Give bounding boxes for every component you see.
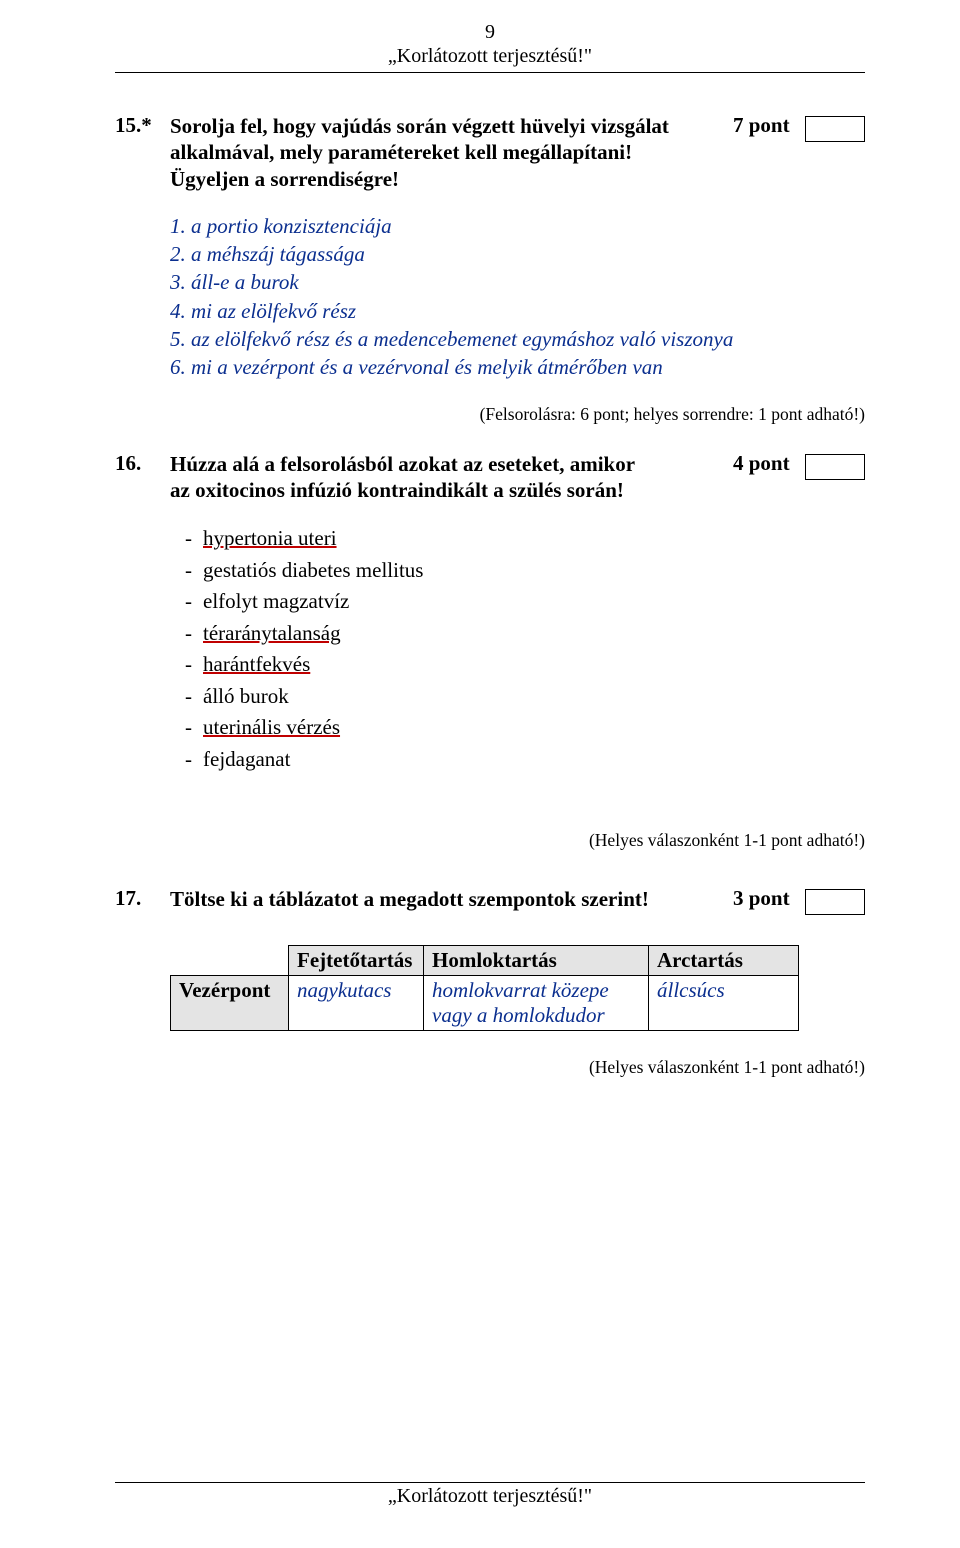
question-16-line1: Húzza alá a felsorolásból azokat az eset…	[170, 452, 635, 476]
table-header-2: Homloktartás	[424, 946, 649, 976]
question-16-scorebox	[805, 454, 865, 480]
q15-answer-3: 3. áll-e a burok	[170, 268, 865, 296]
question-17-table: Fejtetőtartás Homloktartás Arctartás Vez…	[170, 945, 799, 1031]
list-item-text: fejdaganat	[203, 744, 290, 776]
question-15-number: 15.*	[115, 113, 170, 138]
list-item: -téraránytalanság	[185, 618, 865, 650]
footer-rule	[115, 1482, 865, 1483]
list-item: -álló burok	[185, 681, 865, 713]
question-15-line1: Sorolja fel, hogy vajúdás során végzett …	[170, 114, 669, 138]
list-item-text: téraránytalanság	[203, 618, 341, 650]
list-item: -fejdaganat	[185, 744, 865, 776]
list-item: -uterinális vérzés	[185, 712, 865, 744]
question-17: 17. Töltse ki a táblázatot a megadott sz…	[115, 886, 865, 1078]
question-16-text: Húzza alá a felsorolásból azokat az eset…	[170, 451, 727, 504]
question-16-points: 4 pont	[727, 451, 805, 476]
q15-answer-1: 1. a portio konzisztenciája	[170, 212, 865, 240]
footer-text: „Korlátozott terjesztésű!"	[115, 1485, 865, 1508]
dash-icon: -	[185, 618, 203, 650]
table-cell-3: állcsúcs	[649, 976, 799, 1031]
q15-answer-5: 5. az elölfekvő rész és a medencebemenet…	[170, 325, 865, 353]
header-text: „Korlátozott terjesztésű!"	[115, 44, 865, 68]
question-16-line2: az oxitocinos infúzió kontraindikált a s…	[170, 478, 624, 502]
table-header-row: Fejtetőtartás Homloktartás Arctartás	[171, 946, 799, 976]
question-15-answers: 1. a portio konzisztenciája 2. a méhszáj…	[170, 212, 865, 382]
question-16-list: -hypertonia uteri-gestatiós diabetes mel…	[185, 523, 865, 775]
list-item-text: hypertonia uteri	[203, 523, 337, 555]
page: 9 „Korlátozott terjesztésű!" 15.* Sorolj…	[0, 0, 960, 1548]
list-item-text: gestatiós diabetes mellitus	[203, 555, 423, 587]
question-15-text: Sorolja fel, hogy vajúdás során végzett …	[170, 113, 727, 192]
q15-answer-2: 2. a méhszáj tágassága	[170, 240, 865, 268]
question-16: 16. Húzza alá a felsorolásból azokat az …	[115, 451, 865, 852]
page-footer: „Korlátozott terjesztésű!"	[115, 1482, 865, 1508]
question-15-line2: alkalmával, mely paramétereket kell megá…	[170, 140, 632, 164]
dash-icon: -	[185, 681, 203, 713]
dash-icon: -	[185, 523, 203, 555]
list-item: -elfolyt magzatvíz	[185, 586, 865, 618]
dash-icon: -	[185, 586, 203, 618]
list-item-text: álló burok	[203, 681, 289, 713]
question-15: 15.* Sorolja fel, hogy vajúdás során vég…	[115, 113, 865, 425]
table-cell-2: homlokvarrat közepe vagy a homlokdudor	[424, 976, 649, 1031]
question-17-scorebox	[805, 889, 865, 915]
q15-answer-4: 4. mi az elölfekvő rész	[170, 297, 865, 325]
question-15-points: 7 pont	[727, 113, 805, 138]
list-item-text: uterinális vérzés	[203, 712, 340, 744]
table-cell-1: nagykutacs	[289, 976, 424, 1031]
dash-icon: -	[185, 712, 203, 744]
question-15-head: 15.* Sorolja fel, hogy vajúdás során vég…	[115, 113, 865, 192]
question-15-scorebox	[805, 116, 865, 142]
header-rule	[115, 72, 865, 73]
table-header-1: Fejtetőtartás	[289, 946, 424, 976]
list-item: -hypertonia uteri	[185, 523, 865, 555]
question-15-line3: Ügyeljen a sorrendiségre!	[170, 167, 399, 191]
dash-icon: -	[185, 744, 203, 776]
table-row-label: Vezérpont	[171, 976, 289, 1031]
question-16-score-note: (Helyes válaszonként 1-1 pont adható!)	[115, 830, 865, 851]
question-16-number: 16.	[115, 451, 170, 476]
table-empty-header	[171, 946, 289, 976]
question-17-text: Töltse ki a táblázatot a megadott szempo…	[170, 886, 727, 912]
list-item-text: harántfekvés	[203, 649, 310, 681]
question-17-head: 17. Töltse ki a táblázatot a megadott sz…	[115, 886, 865, 915]
dash-icon: -	[185, 649, 203, 681]
question-17-points: 3 pont	[727, 886, 805, 911]
table-header-3: Arctartás	[649, 946, 799, 976]
table-row: Vezérpont nagykutacs homlokvarrat közepe…	[171, 976, 799, 1031]
dash-icon: -	[185, 555, 203, 587]
list-item-text: elfolyt magzatvíz	[203, 586, 349, 618]
page-number: 9	[115, 20, 865, 44]
question-15-score-note: (Felsorolásra: 6 pont; helyes sorrendre:…	[115, 404, 865, 425]
question-17-number: 17.	[115, 886, 170, 911]
q15-answer-6: 6. mi a vezérpont és a vezérvonal és mel…	[170, 353, 865, 381]
list-item: -gestatiós diabetes mellitus	[185, 555, 865, 587]
question-17-score-note: (Helyes válaszonként 1-1 pont adható!)	[115, 1057, 865, 1078]
list-item: -harántfekvés	[185, 649, 865, 681]
question-16-head: 16. Húzza alá a felsorolásból azokat az …	[115, 451, 865, 504]
page-header: 9 „Korlátozott terjesztésű!"	[115, 20, 865, 68]
